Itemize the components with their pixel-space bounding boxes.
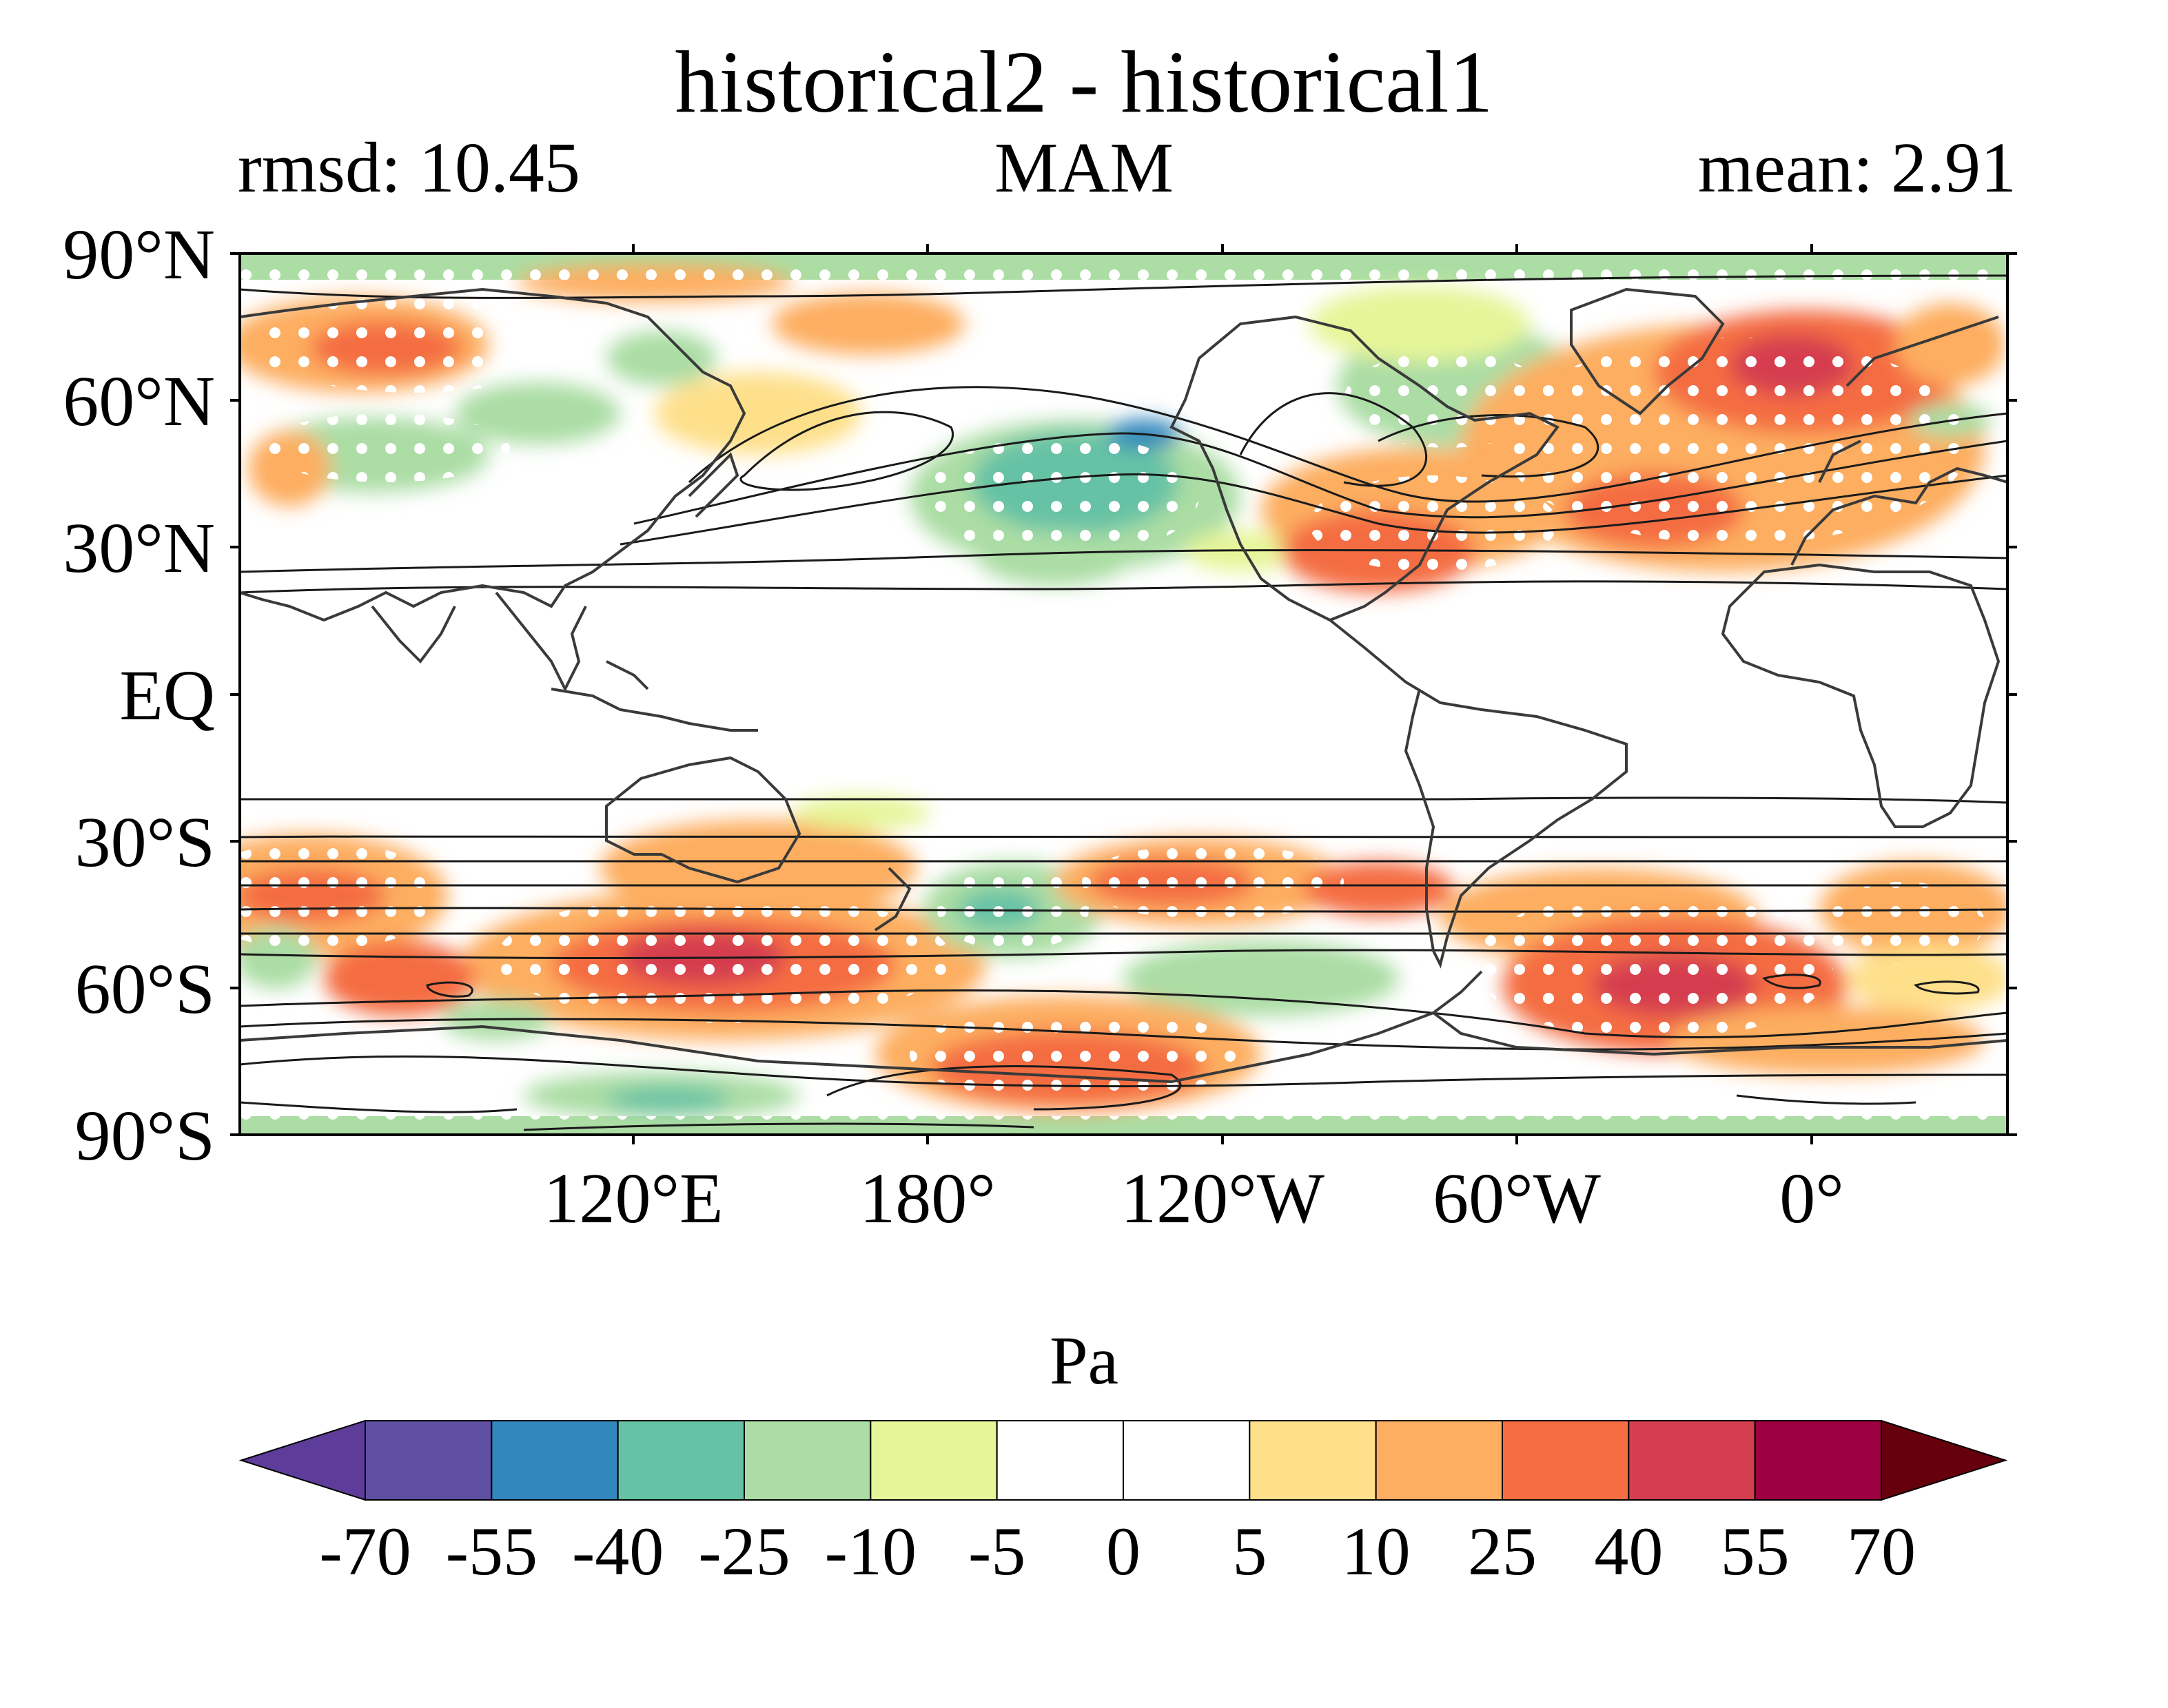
lon-label-120e: 120°E (543, 1159, 723, 1238)
colorbar-tick-label: -5 (968, 1513, 1025, 1589)
colorbar-box (1754, 1420, 1883, 1501)
rmsd-label: rmsd: 10.45 (238, 128, 580, 207)
lat-label-90s: 90°S (75, 1096, 215, 1175)
colorbar-box (1628, 1420, 1756, 1501)
colorbar-tick-label: 5 (1232, 1513, 1267, 1589)
lon-label-180: 180° (859, 1159, 996, 1238)
lat-label-60n: 60°N (63, 362, 215, 441)
lat-label-90n: 90°N (63, 215, 215, 294)
colorbar-extend-low (238, 1419, 366, 1501)
chart-title: historical2 - historical1 (675, 33, 1493, 131)
colorbar-box (617, 1420, 746, 1501)
coastlines (240, 287, 2007, 1084)
lat-ticks (230, 252, 2017, 1136)
colorbar-tick-label: -25 (698, 1513, 790, 1589)
season-label: MAM (994, 128, 1174, 207)
colorbar-tick-label: 40 (1594, 1513, 1663, 1589)
colorbar-extend-high (1881, 1419, 2008, 1501)
mean-label: mean: 2.91 (1697, 128, 2016, 207)
colorbar-box (365, 1420, 493, 1501)
colorbar-tick-label: 0 (1106, 1513, 1141, 1589)
colorbar-box (1502, 1420, 1630, 1501)
lon-label-0: 0° (1779, 1159, 1844, 1238)
lon-label-60w: 60°W (1433, 1159, 1601, 1238)
colorbar-box (1123, 1420, 1251, 1501)
colorbar-box (744, 1420, 872, 1501)
colorbar-boxes (238, 1419, 2008, 1501)
climatology-contours (240, 274, 2007, 1131)
colorbar-box (1249, 1420, 1377, 1501)
colorbar-box (1375, 1420, 1503, 1501)
lat-label-30s: 30°S (75, 803, 215, 882)
lon-label-120w: 120°W (1121, 1159, 1325, 1238)
colorbar-box (996, 1420, 1124, 1501)
colorbar-tick-label: -55 (446, 1513, 538, 1589)
colorbar-tick-label: -70 (319, 1513, 411, 1589)
colorbar-tick-label: -10 (825, 1513, 917, 1589)
colorbar-unit: Pa (1050, 1322, 1118, 1399)
colorbar-labels: -70 -55 -40 -25 -10 -5 0 5 10 25 40 55 70 (319, 1513, 1916, 1589)
lat-label-eq: EQ (119, 656, 215, 735)
colorbar-box (870, 1420, 998, 1501)
colorbar-tick-label: 55 (1721, 1513, 1790, 1589)
colorbar-box (491, 1420, 619, 1501)
colorbar-tick-label: -40 (572, 1513, 664, 1589)
lon-ticks (632, 244, 1813, 1144)
colorbar-tick-label: 25 (1468, 1513, 1537, 1589)
lat-label-60s: 60°S (75, 949, 215, 1029)
lat-label-30n: 30°N (63, 508, 215, 588)
map-panel: 90°N 60°N 30°N EQ 30°S 60°S 90°S 120°E 1… (63, 215, 2017, 1238)
colorbar-tick-label: 70 (1847, 1513, 1916, 1589)
colorbar-tick-label: 10 (1342, 1513, 1411, 1589)
